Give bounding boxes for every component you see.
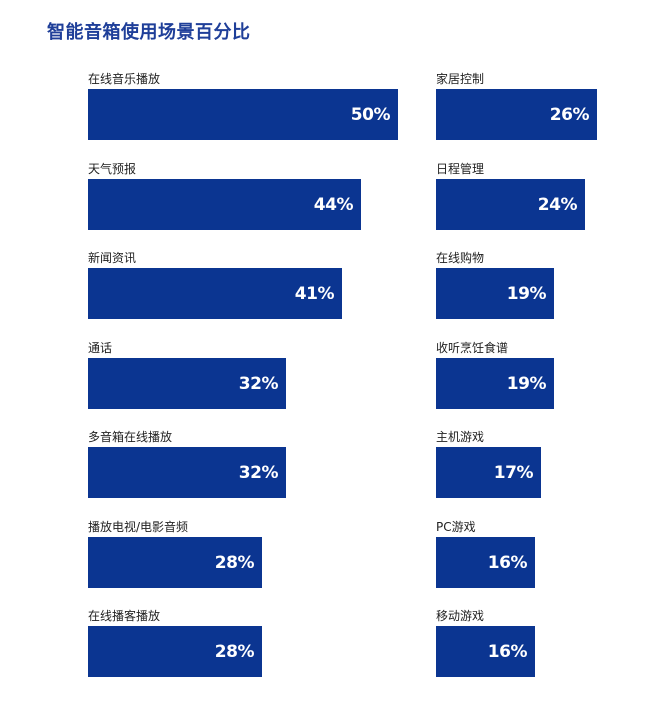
bar: 44% [88, 179, 361, 230]
category-label: 移动游戏 [436, 609, 485, 623]
bar: 50% [88, 89, 398, 140]
data-label: 28% [214, 641, 255, 662]
bar: 26% [436, 89, 597, 140]
data-label: 44% [313, 194, 354, 215]
category-label: PC游戏 [436, 520, 476, 534]
chart-title: 智能音箱使用场景百分比 [47, 22, 251, 43]
bar: 32% [88, 447, 286, 498]
data-label: 32% [238, 462, 279, 483]
category-label: 在线购物 [436, 251, 485, 265]
data-label: 24% [537, 194, 578, 215]
category-label: 播放电视/电影音频 [88, 520, 189, 534]
bar: 41% [88, 268, 342, 319]
category-label: 天气预报 [88, 162, 137, 176]
category-label: 日程管理 [436, 162, 485, 176]
bar: 16% [436, 537, 535, 588]
category-label: 收听烹饪食谱 [436, 341, 509, 355]
category-label: 通话 [88, 341, 113, 355]
data-label: 28% [214, 552, 255, 573]
bar: 17% [436, 447, 541, 498]
category-label: 主机游戏 [436, 430, 485, 444]
data-label: 19% [506, 373, 547, 394]
category-label: 在线音乐播放 [88, 72, 161, 86]
bar: 24% [436, 179, 585, 230]
data-label: 17% [493, 462, 534, 483]
bar: 32% [88, 358, 286, 409]
data-label: 16% [487, 641, 528, 662]
bar: 19% [436, 268, 554, 319]
category-label: 在线播客播放 [88, 609, 161, 623]
category-label: 新闻资讯 [88, 251, 137, 265]
data-label: 26% [549, 104, 590, 125]
bar: 16% [436, 626, 535, 677]
bar: 28% [88, 626, 262, 677]
category-label: 家居控制 [436, 72, 485, 86]
data-label: 19% [506, 283, 547, 304]
data-label: 32% [238, 373, 279, 394]
data-label: 50% [350, 104, 391, 125]
bar: 28% [88, 537, 262, 588]
category-label: 多音箱在线播放 [88, 430, 173, 444]
bar: 19% [436, 358, 554, 409]
data-label: 41% [294, 283, 335, 304]
data-label: 16% [487, 552, 528, 573]
